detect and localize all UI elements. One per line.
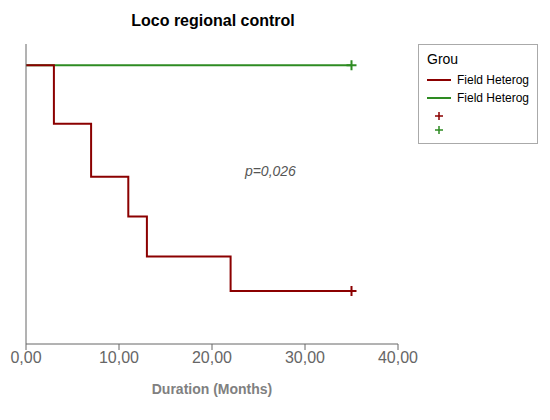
html-text:Field Heterog: Field Heterog (457, 91, 529, 105)
svg-text:10,00: 10,00 (99, 349, 139, 366)
svg-text:Duration (Months): Duration (Months) (152, 381, 273, 397)
svg-text:20,00: 20,00 (192, 349, 232, 366)
svg-text:p=0,026: p=0,026 (244, 163, 296, 179)
svg-text:40,00: 40,00 (378, 349, 418, 366)
svg-text:0,00: 0,00 (10, 349, 41, 366)
svg-text:30,00: 30,00 (285, 349, 325, 366)
html-text:Loco regional control: Loco regional control (131, 12, 295, 29)
html-text:Grou: Grou (427, 51, 459, 67)
html-text:Field Heterog: Field Heterog (457, 73, 529, 87)
